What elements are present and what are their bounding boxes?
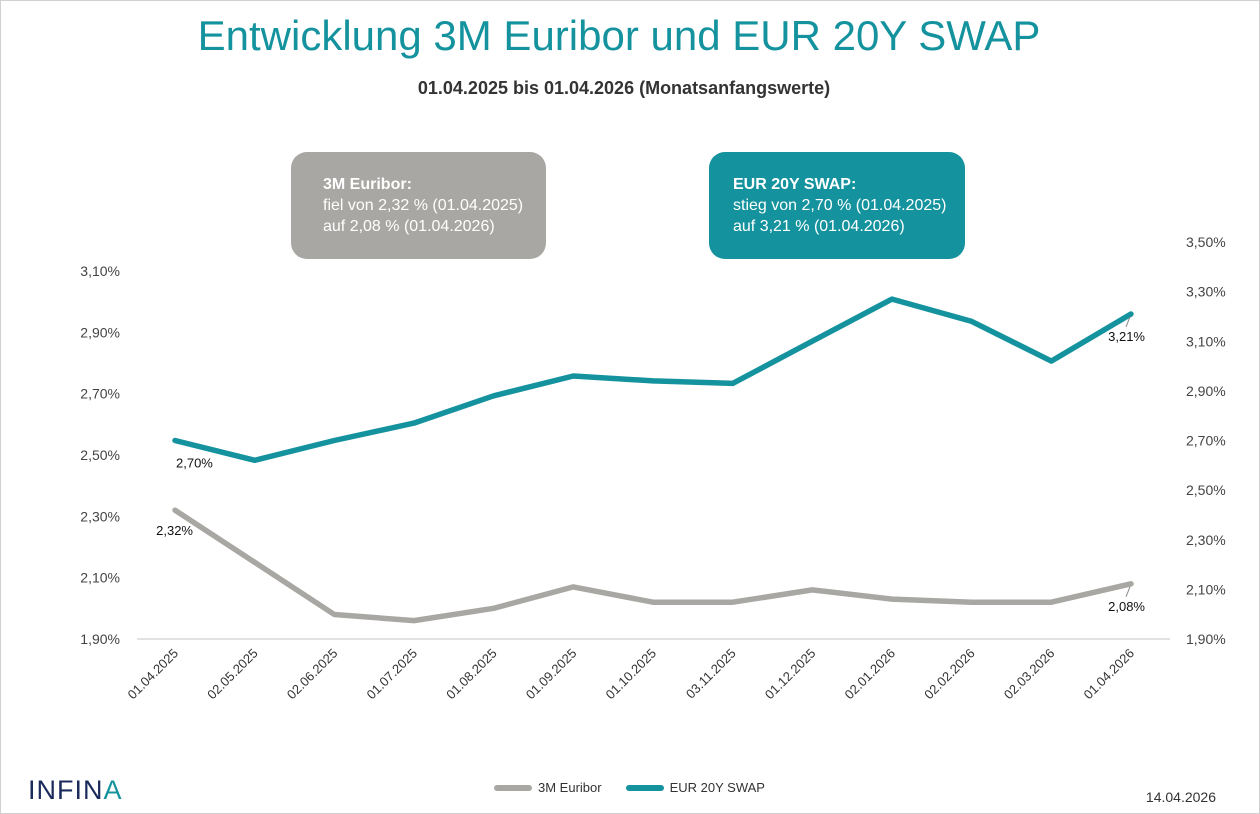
label-leader bbox=[1125, 586, 1131, 597]
data-point bbox=[971, 320, 973, 322]
data-point bbox=[811, 340, 813, 342]
euribor-callout-head: 3M Euribor: bbox=[323, 176, 412, 193]
data-point bbox=[333, 440, 335, 441]
x-axis-tick: 01.04.2026 bbox=[1080, 646, 1137, 703]
data-label: 3,21% bbox=[1108, 329, 1145, 344]
x-axis-tick: 02.03.2026 bbox=[1001, 646, 1058, 703]
data-point bbox=[971, 601, 973, 603]
legend: 3M Euribor EUR 20Y SWAP bbox=[494, 780, 789, 795]
x-axis-tick: 02.06.2025 bbox=[284, 646, 341, 703]
data-point bbox=[1050, 360, 1052, 362]
legend-item-euribor[interactable]: 3M Euribor bbox=[494, 780, 602, 795]
left-axis-tick: 2,90% bbox=[80, 324, 120, 340]
euribor-callout-line1: fiel von 2,32 % (01.04.2025) bbox=[323, 197, 524, 214]
axes: 1,90% 2,10% 2,30% 2,50% 2,70% 2,90% 3,10% 1,90%… bbox=[80, 234, 1225, 702]
label-leader bbox=[1125, 316, 1131, 328]
data-point bbox=[254, 561, 256, 563]
series-line-swap bbox=[172, 296, 1134, 464]
data-point bbox=[493, 395, 495, 397]
x-axis-tick: 01.07.2025 bbox=[363, 646, 420, 703]
data-point bbox=[333, 613, 335, 615]
data-point bbox=[732, 382, 734, 384]
data-point bbox=[413, 422, 415, 424]
left-axis-tick: 2,50% bbox=[80, 447, 120, 463]
logo-text: INFIN bbox=[28, 775, 104, 805]
data-point bbox=[811, 589, 813, 591]
swap-callout-head: EUR 20Y SWAP: bbox=[733, 176, 857, 193]
data-labels: 2,32% 2,08% 2,70% 3,21% bbox=[156, 316, 1145, 614]
legend-swatch-euribor bbox=[494, 784, 532, 791]
x-axis-tick: 01.09.2025 bbox=[523, 646, 580, 703]
right-axis-tick: 2,10% bbox=[1186, 581, 1226, 597]
data-point bbox=[732, 601, 734, 603]
data-point bbox=[174, 509, 176, 511]
right-axis-tick: 2,30% bbox=[1186, 532, 1226, 548]
data-point bbox=[652, 601, 654, 603]
swap-callout: EUR 20Y SWAP: stieg von 2,70 % (01.04.20… bbox=[709, 152, 965, 259]
right-axis-tick: 2,70% bbox=[1186, 433, 1226, 449]
data-point bbox=[572, 586, 574, 588]
right-axis-tick: 1,90% bbox=[1186, 631, 1226, 647]
left-axis-tick: 2,10% bbox=[80, 570, 120, 586]
right-axis-tick: 3,50% bbox=[1186, 234, 1226, 250]
left-axis-tick: 3,10% bbox=[80, 263, 120, 279]
chart-subtitle: 01.04.2025 bis 01.04.2026 (Monatsanfangs… bbox=[417, 78, 831, 98]
swap-callout-line2: auf 3,21 % (01.04.2026) bbox=[733, 218, 905, 235]
x-axis-tick: 01.12.2025 bbox=[762, 646, 819, 703]
x-axis-tick: 01.10.2025 bbox=[602, 646, 659, 703]
euribor-callout-line2: auf 2,08 % (01.04.2026) bbox=[323, 218, 495, 235]
infina-logo: INFINA bbox=[28, 775, 123, 806]
data-point bbox=[1130, 583, 1132, 585]
right-axis-tick: 2,50% bbox=[1186, 482, 1226, 498]
left-axis-tick: 1,90% bbox=[80, 631, 120, 647]
x-axis-tick: 01.08.2025 bbox=[443, 646, 500, 703]
swap-callout-line1: stieg von 2,70 % (01.04.2025) bbox=[733, 197, 947, 214]
data-point bbox=[572, 375, 574, 377]
x-axis-tick: 02.02.2026 bbox=[921, 646, 978, 703]
legend-item-swap[interactable]: EUR 20Y SWAP bbox=[625, 780, 765, 795]
data-point bbox=[413, 620, 415, 622]
x-axis-tick: 02.01.2026 bbox=[841, 646, 898, 703]
series-line-euribor bbox=[172, 507, 1134, 624]
x-axis-tick: 03.11.2025 bbox=[683, 646, 739, 702]
data-point bbox=[652, 380, 654, 382]
data-point bbox=[891, 298, 893, 300]
report-date: 14.04.2026 bbox=[1145, 789, 1216, 805]
data-label: 2,32% bbox=[156, 523, 193, 538]
chart-title: Entwicklung 3M Euribor und EUR 20Y SWAP bbox=[197, 12, 1041, 59]
data-point bbox=[1050, 601, 1052, 603]
data-point bbox=[174, 440, 176, 441]
x-axis-tick: 02.05.2025 bbox=[204, 646, 261, 703]
right-axis-tick: 3,10% bbox=[1186, 333, 1226, 349]
data-point bbox=[254, 459, 256, 461]
right-axis-tick: 3,30% bbox=[1186, 284, 1226, 300]
series-lines bbox=[172, 296, 1134, 624]
euribor-callout: 3M Euribor: fiel von 2,32 % (01.04.2025)… bbox=[291, 152, 546, 259]
left-axis-tick: 2,30% bbox=[80, 508, 120, 524]
right-axis-tick: 2,90% bbox=[1186, 383, 1226, 399]
data-label: 2,08% bbox=[1108, 599, 1145, 614]
legend-label-swap: EUR 20Y SWAP bbox=[669, 780, 765, 795]
legend-swatch-swap bbox=[625, 784, 664, 791]
data-point bbox=[493, 607, 495, 609]
x-axis-tick: 01.04.2025 bbox=[124, 646, 181, 703]
data-label: 2,70% bbox=[176, 456, 213, 471]
legend-label-euribor: 3M Euribor bbox=[538, 780, 602, 795]
data-point bbox=[891, 598, 893, 600]
data-point bbox=[1130, 313, 1132, 315]
logo-accent: A bbox=[103, 775, 123, 805]
left-axis-tick: 2,70% bbox=[80, 386, 120, 402]
